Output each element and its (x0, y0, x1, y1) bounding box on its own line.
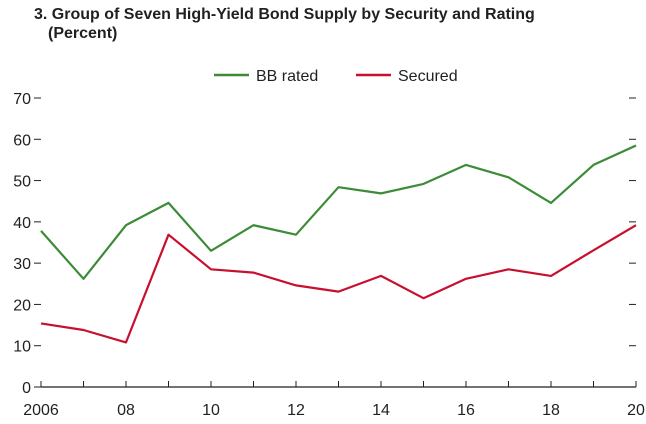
y-tick-label: 40 (13, 215, 31, 232)
x-tick-label: 14 (372, 402, 390, 419)
y-tick-label: 70 (13, 91, 31, 108)
y-tick-label: 0 (22, 380, 31, 397)
chart-title-text: 3. Group of Seven High-Yield Bond Supply… (34, 6, 535, 23)
x-tick-label: 10 (202, 402, 220, 419)
y-tick-label: 50 (13, 174, 31, 191)
x-tick-label: 12 (287, 402, 305, 419)
y-tick-label: 20 (13, 297, 31, 314)
legend-label: Secured (398, 68, 458, 85)
x-tick-label: 2006 (23, 402, 59, 419)
y-tick-label: 10 (13, 339, 31, 356)
x-tick-label: 16 (457, 402, 475, 419)
chart-title: 3. Group of Seven High-Yield Bond Supply… (34, 5, 535, 43)
legend: BB rated Secured (214, 68, 458, 85)
y-tick-label: 60 (13, 132, 31, 149)
legend-item-secured: Secured (356, 68, 458, 85)
y-tick-label: 30 (13, 256, 31, 273)
chart-subtitle: (Percent) (48, 25, 118, 42)
ticks: 2006 08 10 12 14 16 18 20 0 10 20 30 40 50 60 70 (13, 91, 645, 419)
x-tick-label: 20 (627, 402, 645, 419)
series-line-secured (40, 224, 637, 344)
series-line-bb-rated (40, 144, 637, 280)
legend-item-bb-rated: BB rated (214, 68, 318, 85)
series-layer (40, 144, 637, 344)
x-tick-label: 08 (117, 402, 135, 419)
x-tick-label: 18 (542, 402, 560, 419)
legend-label: BB rated (256, 68, 318, 85)
